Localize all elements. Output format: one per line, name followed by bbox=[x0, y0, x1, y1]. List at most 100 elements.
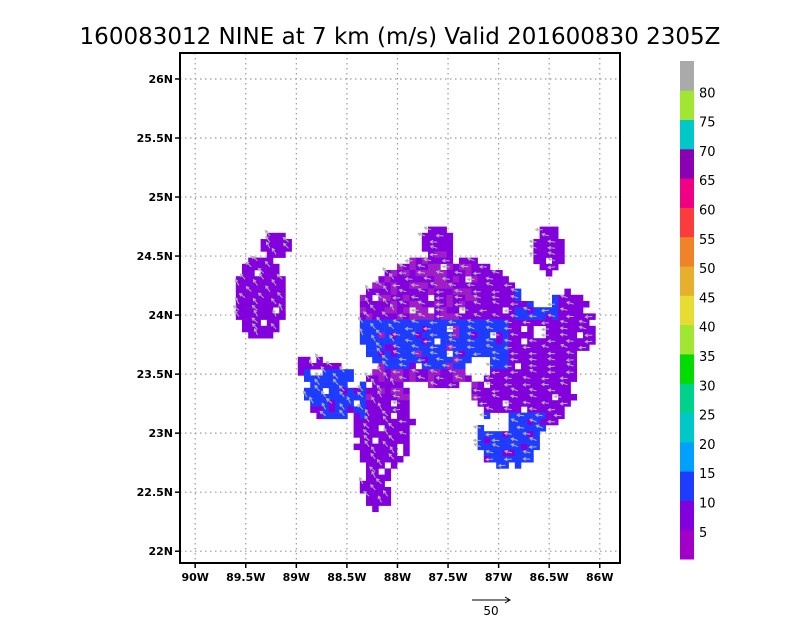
wind-cell bbox=[397, 332, 404, 339]
wind-cell bbox=[490, 400, 497, 407]
wind-cell bbox=[421, 270, 429, 277]
wind-arrow bbox=[559, 307, 568, 312]
wind-cell bbox=[558, 313, 565, 320]
wind-cell bbox=[459, 313, 466, 320]
wind-cell bbox=[514, 381, 522, 389]
wind-cell bbox=[533, 375, 540, 382]
wind-arrow bbox=[510, 443, 519, 448]
wind-cell bbox=[452, 288, 460, 296]
wind-cell bbox=[390, 344, 398, 351]
wind-cell bbox=[285, 239, 292, 246]
wind-cell bbox=[521, 387, 528, 395]
wind-cell bbox=[508, 387, 516, 395]
wind-cell bbox=[477, 431, 485, 438]
wind-arrow bbox=[435, 290, 444, 295]
wind-cell bbox=[372, 400, 379, 407]
wind-cell bbox=[279, 301, 286, 308]
wind-cell bbox=[477, 294, 485, 302]
wind-cell bbox=[545, 375, 553, 382]
wind-cell bbox=[347, 400, 354, 407]
wind-arrow bbox=[377, 402, 382, 410]
wind-cell bbox=[409, 375, 416, 382]
wind-arrow bbox=[503, 457, 512, 462]
wind-cell bbox=[378, 288, 385, 296]
wind-cell bbox=[353, 394, 361, 401]
wind-cell bbox=[366, 499, 373, 506]
wind-cell bbox=[421, 288, 429, 296]
wind-cell bbox=[471, 344, 478, 351]
wind-cell bbox=[378, 375, 385, 382]
wind-cell bbox=[539, 226, 547, 234]
wind-cell bbox=[372, 425, 379, 432]
wind-cell bbox=[322, 400, 330, 407]
wind-cell bbox=[434, 369, 441, 376]
wind-cell bbox=[477, 425, 485, 432]
wind-arrow bbox=[309, 396, 314, 404]
wind-cell bbox=[390, 431, 398, 438]
wind-cell bbox=[384, 437, 392, 444]
wind-cell bbox=[378, 276, 385, 283]
wind-arrow bbox=[377, 495, 382, 503]
wind-cell bbox=[266, 257, 274, 265]
wind-cell bbox=[409, 319, 416, 327]
wind-cell bbox=[502, 387, 509, 395]
wind-cell bbox=[403, 270, 410, 277]
wind-arrow bbox=[560, 294, 568, 299]
wind-cell bbox=[502, 332, 509, 339]
wind-arrow bbox=[251, 255, 258, 262]
wind-cell bbox=[545, 332, 553, 339]
wind-cell bbox=[359, 418, 367, 426]
wind-arrow bbox=[392, 394, 401, 398]
x-tick-label: 86.5W bbox=[530, 571, 569, 584]
wind-cell bbox=[421, 313, 429, 320]
wind-arrow bbox=[315, 371, 320, 379]
wind-cell bbox=[372, 431, 379, 438]
wind-arrow bbox=[375, 329, 382, 336]
wind-cell bbox=[260, 239, 268, 246]
wind-cell bbox=[366, 338, 373, 345]
wind-arrow bbox=[491, 313, 500, 317]
wind-arrow bbox=[491, 295, 500, 300]
wind-cell bbox=[477, 350, 485, 358]
wind-arrow bbox=[509, 302, 518, 307]
wind-arrow bbox=[411, 368, 419, 373]
reference-vector-label: 50 bbox=[483, 604, 498, 618]
colorbar-segment bbox=[680, 236, 694, 267]
wind-cell bbox=[415, 338, 423, 345]
wind-cell bbox=[260, 263, 268, 271]
wind-arrow bbox=[447, 333, 456, 338]
wind-cell bbox=[384, 499, 392, 506]
wind-cell bbox=[483, 301, 491, 308]
wind-arrow bbox=[271, 278, 277, 286]
wind-arrow bbox=[522, 449, 531, 454]
wind-arrow bbox=[369, 466, 376, 472]
wind-cell bbox=[521, 356, 528, 364]
wind-cell bbox=[384, 363, 392, 370]
wind-cell bbox=[527, 375, 534, 382]
wind-arrow bbox=[491, 393, 500, 398]
wind-arrow bbox=[423, 363, 432, 367]
wind-cell bbox=[273, 282, 280, 289]
wind-arrow bbox=[357, 403, 364, 410]
wind-cell bbox=[421, 363, 429, 370]
wind-arrow bbox=[522, 382, 531, 387]
wind-arrow bbox=[411, 344, 419, 348]
wind-cell bbox=[428, 350, 435, 358]
wind-cell bbox=[378, 480, 385, 488]
wind-cell bbox=[527, 431, 534, 438]
wind-cell bbox=[477, 276, 485, 283]
wind-cell bbox=[446, 263, 454, 271]
wind-cell bbox=[496, 307, 503, 314]
wind-cell bbox=[589, 313, 596, 320]
wind-cell bbox=[266, 239, 274, 246]
wind-cell bbox=[335, 363, 342, 370]
wind-cell bbox=[372, 480, 379, 488]
wind-cell bbox=[533, 239, 540, 246]
wind-arrow bbox=[382, 415, 389, 423]
wind-cell bbox=[545, 313, 553, 320]
wind-cell bbox=[471, 319, 478, 327]
wind-cell bbox=[372, 462, 379, 469]
wind-arrow bbox=[509, 357, 518, 362]
wind-arrow bbox=[398, 375, 407, 380]
wind-arrow bbox=[339, 390, 345, 398]
